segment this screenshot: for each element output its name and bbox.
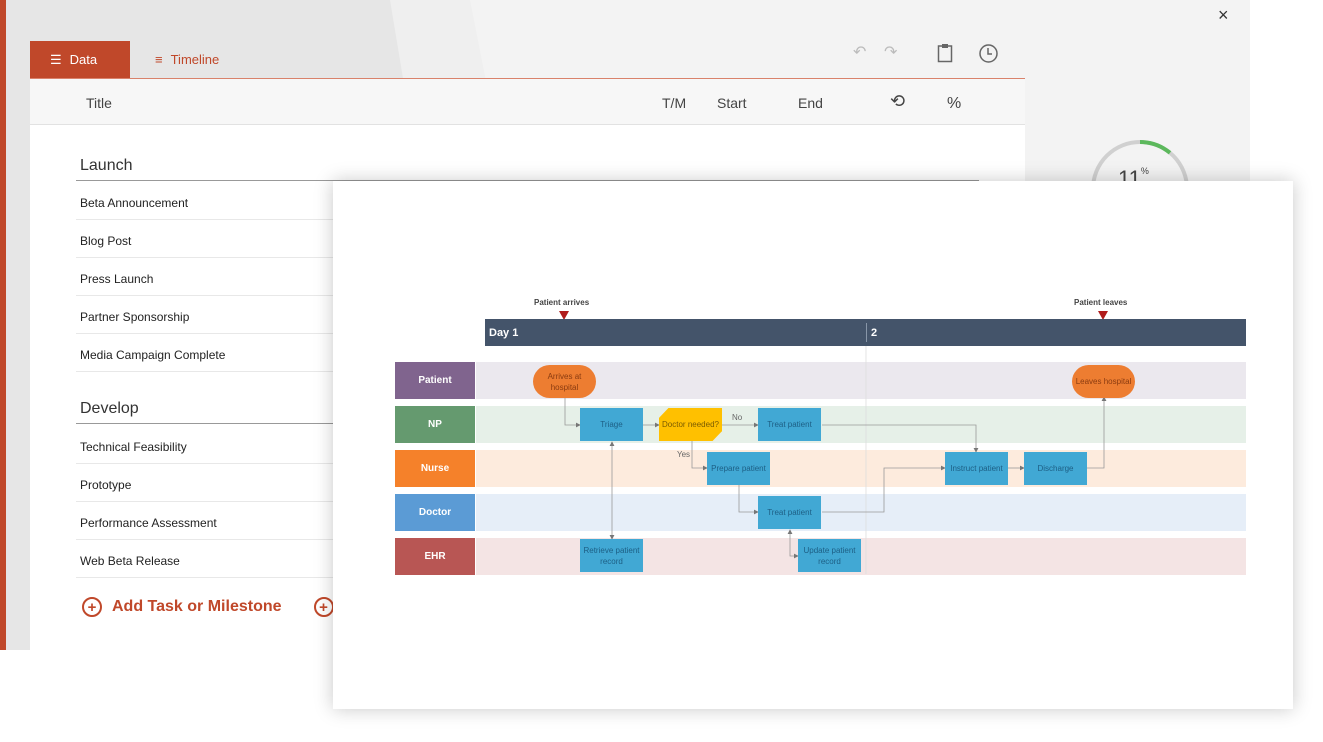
column-percent[interactable]: % (947, 95, 962, 112)
connector (691, 441, 708, 471)
column-tm[interactable]: T/M (662, 95, 687, 111)
swimlane-label: NP (395, 406, 475, 443)
node-retrieve: Retrieve patient record (580, 539, 643, 572)
swimlane (476, 450, 1246, 487)
diagram-preview-card (333, 181, 1293, 709)
milestone-label: Patient arrives (534, 298, 590, 307)
day-label: Day 1 (489, 327, 519, 339)
node-arrives: Arrives at hospital (533, 365, 596, 398)
swimlane (476, 494, 1246, 531)
timeline-bar: Day 1 2 (485, 319, 1246, 346)
branch-label-yes: Yes (677, 450, 691, 459)
timeline-icon: ≡ (155, 52, 163, 67)
column-header: Title T/M Start End ⟲ % (30, 79, 1025, 125)
node-update: Update patient record (798, 539, 861, 572)
column-end[interactable]: End (798, 95, 823, 111)
node-discharge: Discharge (1024, 452, 1087, 485)
connector (738, 485, 759, 515)
add-group-icon[interactable]: + (313, 597, 334, 617)
connector (564, 397, 581, 428)
accent-strip (0, 0, 6, 650)
connector (822, 465, 946, 513)
swimlane-label: Doctor (395, 494, 475, 531)
swimlane-label: Nurse (395, 450, 475, 487)
node-prepare: Prepare patient (707, 452, 770, 485)
history-icon[interactable]: ⟲ (890, 91, 906, 111)
node-treat-doctor: Treat patient (758, 496, 821, 529)
plus-icon: + (82, 597, 102, 617)
column-title[interactable]: Title (86, 95, 112, 111)
node-triage: Triage (580, 408, 643, 441)
column-start[interactable]: Start (717, 95, 747, 111)
undo-icon[interactable]: ↶ (853, 44, 867, 61)
node-treat-np: Treat patient (758, 408, 821, 441)
add-task-button[interactable]: + Add Task or Milestone + (82, 597, 334, 617)
day-label: 2 (871, 327, 878, 339)
group-header[interactable]: Launch (76, 157, 979, 181)
node-leaves: Leaves hospital (1072, 365, 1135, 398)
milestone-marker (1098, 311, 1108, 320)
tab-timeline[interactable]: ≡ Timeline (155, 52, 220, 67)
redo-icon[interactable]: ↷ (884, 44, 898, 61)
connector (822, 424, 979, 453)
branch-label-no: No (732, 413, 743, 422)
connector (1087, 396, 1107, 469)
clipboard-icon[interactable] (937, 43, 953, 63)
milestone-label: Patient leaves (1074, 298, 1128, 307)
milestone-marker (559, 311, 569, 320)
clock-icon[interactable] (978, 43, 999, 64)
swimlane-label: Patient (395, 362, 475, 399)
node-instruct: Instruct patient (945, 452, 1008, 485)
connector (787, 529, 799, 559)
day-divider (866, 323, 867, 342)
close-icon[interactable]: × (1218, 5, 1229, 25)
tab-data[interactable]: ☰ Data (30, 41, 130, 78)
swimlane-label: EHR (395, 538, 475, 575)
node-doctor-needed: Doctor needed? (659, 408, 722, 441)
list-icon: ☰ (50, 51, 62, 67)
